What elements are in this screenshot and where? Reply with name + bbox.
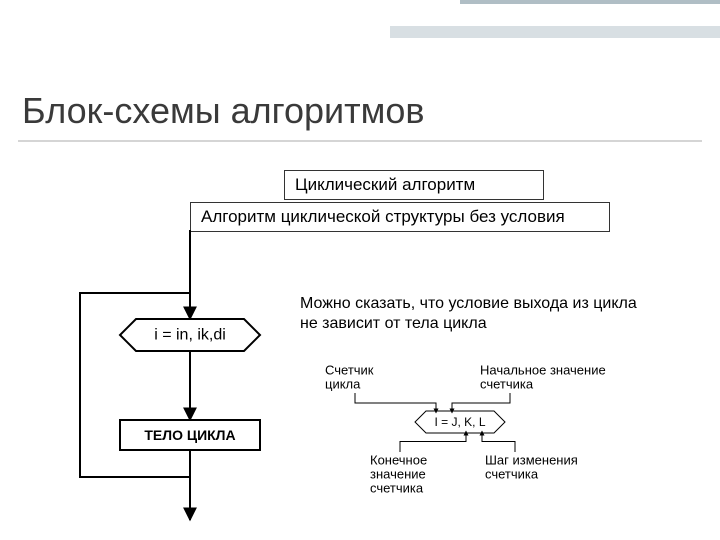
svg-text:цикла: цикла: [325, 377, 361, 392]
svg-text:Счетчик: Счетчик: [325, 363, 374, 378]
title-underline: [18, 140, 702, 142]
legend-diagram: I = J, K, L Счетчикцикла Начальное значени…: [300, 355, 610, 505]
svg-text:ТЕЛО ЦИКЛА: ТЕЛО ЦИКЛА: [144, 427, 235, 443]
slide-title: Блок-схемы алгоритмов: [22, 90, 425, 132]
decor-bar-2: [390, 26, 720, 38]
svg-text:счетчика: счетчика: [485, 467, 539, 482]
flowchart: i = in, ik,di ТЕЛО ЦИКЛА: [30, 230, 280, 530]
decor-bar-1: [460, 0, 720, 4]
svg-text:Шаг изменения: Шаг изменения: [485, 453, 578, 468]
svg-text:счетчика: счетчика: [480, 377, 534, 392]
svg-text:i = in, ik,di: i = in, ik,di: [154, 327, 226, 344]
svg-text:счетчика: счетчика: [370, 481, 424, 496]
svg-text:I = J, K, L: I = J, K, L: [434, 415, 485, 429]
svg-text:Конечное: Конечное: [370, 453, 427, 468]
svg-text:значение: значение: [370, 467, 426, 482]
svg-text:Начальное значение: Начальное значение: [480, 363, 606, 378]
description-text: Можно сказать, что условие выхода из цик…: [300, 294, 640, 334]
subtitle-box-2: Алгоритм циклической структуры без услов…: [190, 202, 610, 232]
subtitle-box-1: Циклический алгоритм: [284, 170, 544, 200]
